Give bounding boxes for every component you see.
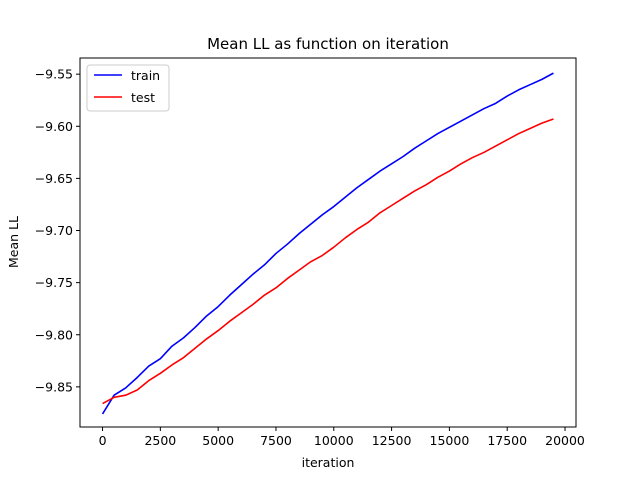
y-tick-label: −9.85 [35, 379, 73, 394]
x-tick-label: 0 [99, 433, 107, 448]
legend-label-test: test [131, 90, 155, 105]
y-tick-label: −9.70 [35, 223, 73, 238]
y-axis-ticks: −9.85 −9.80 −9.75 −9.70 −9.65 −9.60 −9.55 [35, 67, 80, 394]
x-axis-label: iteration [302, 455, 355, 470]
y-tick-label: −9.75 [35, 275, 73, 290]
x-tick-label: 10000 [314, 433, 354, 448]
x-tick-label: 15000 [430, 433, 470, 448]
x-tick-label: 20000 [545, 433, 585, 448]
legend-label-train: train [131, 68, 160, 83]
legend: train test [86, 64, 170, 112]
x-tick-label: 5000 [202, 433, 234, 448]
y-axis-label: Mean LL [6, 216, 21, 268]
y-tick-label: −9.55 [35, 67, 73, 82]
legend-box [86, 64, 170, 112]
plot-area [101, 72, 554, 415]
x-tick-label: 17500 [487, 433, 527, 448]
x-tick-label: 12500 [372, 433, 412, 448]
x-axis-ticks: 0 2500 5000 7500 10000 12500 15000 17500 20000 [99, 427, 585, 448]
y-tick-label: −9.60 [35, 119, 73, 134]
chart-title: Mean LL as function on iteration [207, 35, 449, 53]
x-tick-label: 2500 [144, 433, 176, 448]
x-tick-label: 7500 [260, 433, 292, 448]
y-tick-label: −9.80 [35, 327, 73, 342]
axes-frame [79, 57, 577, 428]
y-tick-label: −9.65 [35, 171, 73, 186]
series-line-test [102, 118, 554, 405]
series-line-train [101, 72, 554, 415]
